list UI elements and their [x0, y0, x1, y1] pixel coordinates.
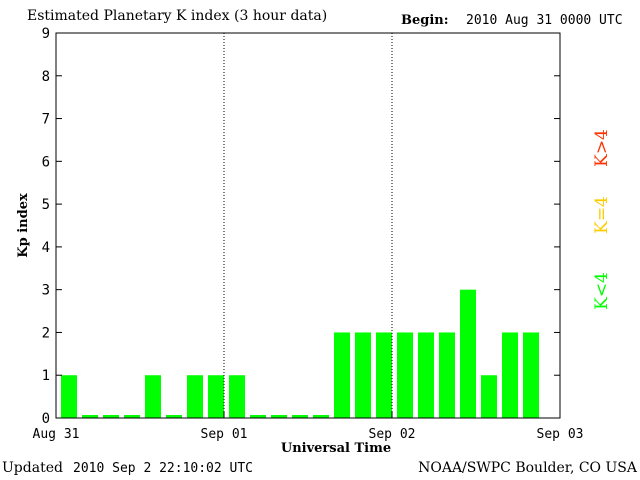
y-tick-label-1: 1 — [42, 368, 50, 384]
credit-text: NOAA/SWPC Boulder, CO USA — [418, 460, 637, 476]
bar-6 — [187, 375, 203, 418]
bar-10 — [271, 415, 287, 418]
y-tick-label-7: 7 — [42, 112, 50, 128]
bar-22 — [523, 332, 539, 418]
y-tick-label-0: 0 — [42, 411, 50, 427]
bar-13 — [334, 332, 350, 418]
bar-11 — [292, 415, 308, 418]
bar-12 — [313, 415, 329, 418]
y-tick-label-2: 2 — [42, 325, 50, 341]
bar-20 — [481, 375, 497, 418]
plot-frame — [55, 32, 561, 419]
bar-17 — [418, 332, 434, 418]
legend-k-equal-4: K=4 — [591, 196, 612, 234]
bar-21 — [502, 332, 518, 418]
bar-0 — [61, 375, 77, 418]
updated-label: Updated — [2, 460, 63, 476]
y-tick-label-5: 5 — [42, 197, 50, 213]
begin-value: 2010 Aug 31 0000 UTC — [466, 13, 623, 28]
bar-5 — [166, 415, 182, 418]
legend-k-less-4: K<4 — [591, 272, 612, 310]
bar-15 — [376, 332, 392, 418]
x-tick-label-1: Sep 01 — [201, 427, 248, 442]
x-tick-label-2: Sep 02 — [369, 427, 416, 442]
bar-7 — [208, 375, 224, 418]
updated-value: 2010 Sep 2 22:10:02 UTC — [73, 461, 254, 476]
x-axis-label: Universal Time — [281, 441, 391, 456]
y-tick-label-8: 8 — [42, 69, 50, 85]
y-axis-label: Kp index — [16, 193, 31, 258]
legend-k-greater-4: K>4 — [591, 129, 612, 167]
bar-3 — [124, 415, 140, 418]
y-tick-label-9: 9 — [42, 26, 50, 42]
bar-1 — [82, 415, 98, 418]
y-tick-label-3: 3 — [42, 283, 50, 299]
bar-4 — [145, 375, 161, 418]
bar-8 — [229, 375, 245, 418]
bar-14 — [355, 332, 371, 418]
y-tick-label-6: 6 — [42, 154, 50, 170]
begin-label: Begin: — [401, 13, 449, 28]
x-tick-label-3: Sep 03 — [537, 427, 584, 442]
bar-16 — [397, 332, 413, 418]
bar-2 — [103, 415, 119, 418]
y-tick-label-4: 4 — [42, 240, 50, 256]
x-tick-label-0: Aug 31 — [33, 427, 80, 442]
chart-title: Estimated Planetary K index (3 hour data… — [27, 8, 328, 24]
bar-9 — [250, 415, 266, 418]
bar-19 — [460, 289, 476, 418]
bar-18 — [439, 332, 455, 418]
